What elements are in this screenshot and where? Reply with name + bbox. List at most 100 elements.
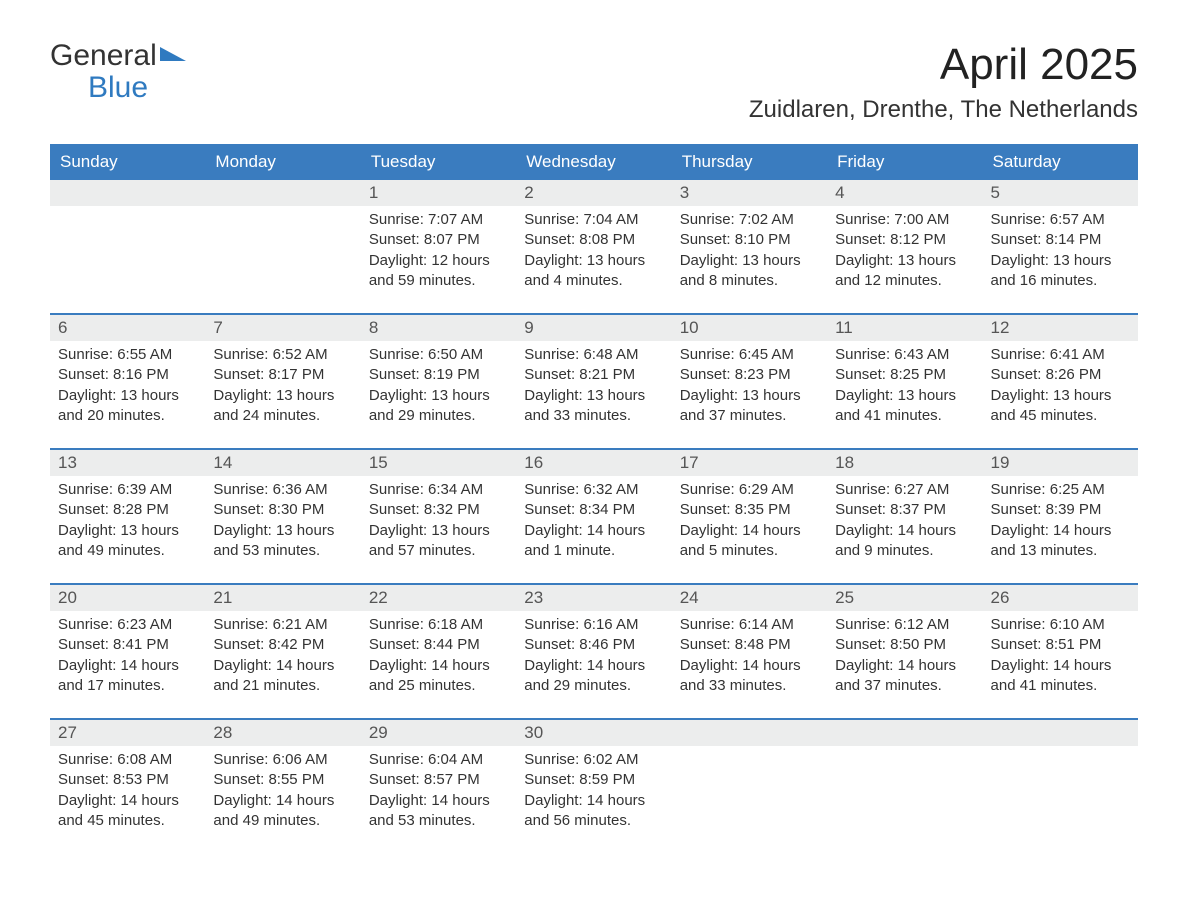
day-number: 22 [361,585,516,611]
brand-logo: General Blue [50,40,188,103]
daylight-line2: and 33 minutes. [524,406,663,426]
sunrise-text: Sunrise: 7:00 AM [835,210,974,230]
sunrise-text: Sunrise: 6:04 AM [369,750,508,770]
calendar-week-row: 6Sunrise: 6:55 AMSunset: 8:16 PMDaylight… [50,313,1138,434]
daylight-line2: and 1 minute. [524,541,663,561]
calendar-week-row: 1Sunrise: 7:07 AMSunset: 8:07 PMDaylight… [50,180,1138,299]
calendar-day-cell: 24Sunrise: 6:14 AMSunset: 8:48 PMDayligh… [672,585,827,704]
daylight-line2: and 41 minutes. [991,676,1130,696]
day-number: 28 [205,720,360,746]
daylight-line2: and 9 minutes. [835,541,974,561]
day-body: Sunrise: 6:02 AMSunset: 8:59 PMDaylight:… [516,746,671,839]
calendar-day-cell: 10Sunrise: 6:45 AMSunset: 8:23 PMDayligh… [672,315,827,434]
sunset-text: Sunset: 8:17 PM [213,365,352,385]
day-body: Sunrise: 6:06 AMSunset: 8:55 PMDaylight:… [205,746,360,839]
calendar-day-cell: 29Sunrise: 6:04 AMSunset: 8:57 PMDayligh… [361,720,516,839]
daylight-line1: Daylight: 14 hours [680,521,819,541]
sunset-text: Sunset: 8:08 PM [524,230,663,250]
sunrise-text: Sunrise: 6:23 AM [58,615,197,635]
sunrise-text: Sunrise: 6:27 AM [835,480,974,500]
sunrise-text: Sunrise: 6:14 AM [680,615,819,635]
sunset-text: Sunset: 8:44 PM [369,635,508,655]
calendar-day-cell: 23Sunrise: 6:16 AMSunset: 8:46 PMDayligh… [516,585,671,704]
day-number: 18 [827,450,982,476]
day-number: 24 [672,585,827,611]
daylight-line2: and 29 minutes. [524,676,663,696]
calendar-day-cell [983,720,1138,839]
sunset-text: Sunset: 8:57 PM [369,770,508,790]
day-number: 15 [361,450,516,476]
calendar-day-cell: 2Sunrise: 7:04 AMSunset: 8:08 PMDaylight… [516,180,671,299]
calendar-day-cell: 7Sunrise: 6:52 AMSunset: 8:17 PMDaylight… [205,315,360,434]
calendar-day-cell [50,180,205,299]
day-number: 13 [50,450,205,476]
day-number: 19 [983,450,1138,476]
title-block: April 2025 Zuidlaren, Drenthe, The Nethe… [749,40,1138,124]
weekday-header-cell: Thursday [672,144,827,180]
calendar-day-cell: 3Sunrise: 7:02 AMSunset: 8:10 PMDaylight… [672,180,827,299]
daylight-line2: and 24 minutes. [213,406,352,426]
weekday-header-cell: Sunday [50,144,205,180]
sunrise-text: Sunrise: 6:25 AM [991,480,1130,500]
day-body: Sunrise: 6:10 AMSunset: 8:51 PMDaylight:… [983,611,1138,704]
sunset-text: Sunset: 8:26 PM [991,365,1130,385]
daylight-line2: and 25 minutes. [369,676,508,696]
daylight-line1: Daylight: 14 hours [835,521,974,541]
sunset-text: Sunset: 8:37 PM [835,500,974,520]
calendar-day-cell: 5Sunrise: 6:57 AMSunset: 8:14 PMDaylight… [983,180,1138,299]
weekday-header-cell: Saturday [983,144,1138,180]
daylight-line1: Daylight: 13 hours [369,521,508,541]
daylight-line1: Daylight: 14 hours [991,656,1130,676]
daylight-line1: Daylight: 14 hours [369,656,508,676]
sunrise-text: Sunrise: 6:55 AM [58,345,197,365]
day-body: Sunrise: 7:04 AMSunset: 8:08 PMDaylight:… [516,206,671,299]
sunset-text: Sunset: 8:21 PM [524,365,663,385]
calendar-day-cell [827,720,982,839]
day-body: Sunrise: 6:55 AMSunset: 8:16 PMDaylight:… [50,341,205,434]
day-body: Sunrise: 6:50 AMSunset: 8:19 PMDaylight:… [361,341,516,434]
sunrise-text: Sunrise: 6:57 AM [991,210,1130,230]
calendar-day-cell: 8Sunrise: 6:50 AMSunset: 8:19 PMDaylight… [361,315,516,434]
daylight-line1: Daylight: 13 hours [213,521,352,541]
day-number [983,720,1138,746]
sunrise-text: Sunrise: 6:18 AM [369,615,508,635]
daylight-line2: and 20 minutes. [58,406,197,426]
day-number: 30 [516,720,671,746]
calendar-week-row: 20Sunrise: 6:23 AMSunset: 8:41 PMDayligh… [50,583,1138,704]
sunset-text: Sunset: 8:28 PM [58,500,197,520]
daylight-line1: Daylight: 14 hours [213,656,352,676]
calendar-day-cell: 26Sunrise: 6:10 AMSunset: 8:51 PMDayligh… [983,585,1138,704]
day-number: 5 [983,180,1138,206]
day-number: 12 [983,315,1138,341]
sunrise-text: Sunrise: 6:43 AM [835,345,974,365]
daylight-line2: and 37 minutes. [835,676,974,696]
daylight-line2: and 56 minutes. [524,811,663,831]
location-text: Zuidlaren, Drenthe, The Netherlands [749,96,1138,124]
calendar-day-cell: 30Sunrise: 6:02 AMSunset: 8:59 PMDayligh… [516,720,671,839]
daylight-line2: and 29 minutes. [369,406,508,426]
calendar-day-cell: 4Sunrise: 7:00 AMSunset: 8:12 PMDaylight… [827,180,982,299]
sunrise-text: Sunrise: 6:52 AM [213,345,352,365]
sunrise-text: Sunrise: 6:36 AM [213,480,352,500]
daylight-line2: and 41 minutes. [835,406,974,426]
day-number: 27 [50,720,205,746]
day-number [672,720,827,746]
day-body: Sunrise: 6:48 AMSunset: 8:21 PMDaylight:… [516,341,671,434]
sunset-text: Sunset: 8:46 PM [524,635,663,655]
daylight-line2: and 49 minutes. [213,811,352,831]
day-body [50,206,205,218]
day-number: 26 [983,585,1138,611]
calendar-day-cell: 20Sunrise: 6:23 AMSunset: 8:41 PMDayligh… [50,585,205,704]
calendar-day-cell: 11Sunrise: 6:43 AMSunset: 8:25 PMDayligh… [827,315,982,434]
daylight-line1: Daylight: 13 hours [58,386,197,406]
daylight-line1: Daylight: 13 hours [58,521,197,541]
daylight-line1: Daylight: 13 hours [524,251,663,271]
day-body: Sunrise: 6:08 AMSunset: 8:53 PMDaylight:… [50,746,205,839]
day-number [827,720,982,746]
day-number: 25 [827,585,982,611]
sunrise-text: Sunrise: 7:02 AM [680,210,819,230]
day-body: Sunrise: 6:23 AMSunset: 8:41 PMDaylight:… [50,611,205,704]
day-number: 9 [516,315,671,341]
day-number: 20 [50,585,205,611]
calendar-day-cell: 12Sunrise: 6:41 AMSunset: 8:26 PMDayligh… [983,315,1138,434]
